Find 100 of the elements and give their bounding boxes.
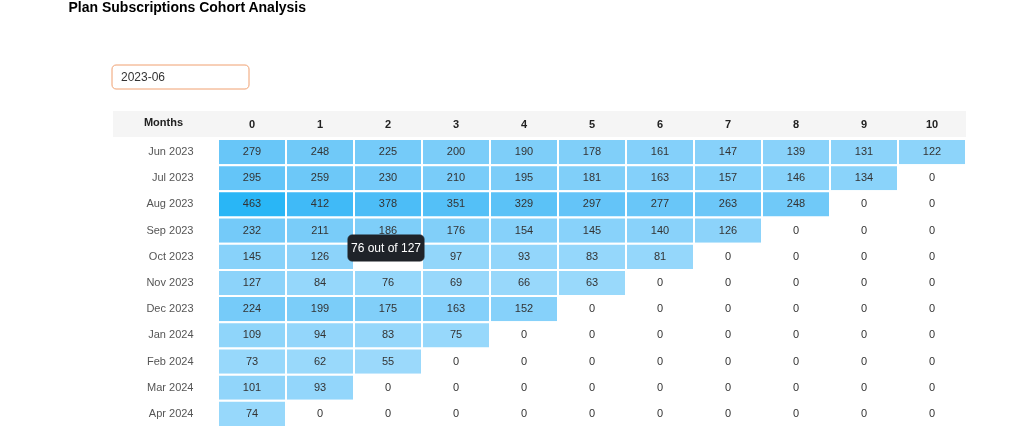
x-tick-label: 10 xyxy=(925,117,939,130)
data-label: 0 xyxy=(860,249,868,262)
data-label: 97 xyxy=(449,249,463,262)
data-label: 0 xyxy=(928,406,936,419)
data-label: 83 xyxy=(585,249,599,262)
data-label: 0 xyxy=(656,354,664,367)
x-tick-label: 1 xyxy=(316,117,324,130)
data-label: 163 xyxy=(650,171,670,184)
chart-title: Plan Subscriptions Cohort Analysis xyxy=(68,0,307,15)
data-label: 0 xyxy=(792,223,800,236)
data-label: 0 xyxy=(316,406,324,419)
data-label: 152 xyxy=(514,302,534,315)
data-label: 66 xyxy=(517,276,531,288)
data-label: 190 xyxy=(514,145,534,158)
data-label: 178 xyxy=(582,145,602,158)
data-label: 0 xyxy=(656,406,664,419)
x-axis-title: Months xyxy=(143,115,184,128)
data-label: 0 xyxy=(928,276,936,288)
data-label: 131 xyxy=(854,145,874,158)
data-label: 195 xyxy=(514,171,534,184)
data-label: 63 xyxy=(585,276,599,288)
data-label: 55 xyxy=(381,354,395,367)
data-label: 248 xyxy=(786,197,806,210)
data-label: 134 xyxy=(854,171,874,184)
data-label: 0 xyxy=(792,302,800,315)
y-tick-label: Nov 2023 xyxy=(146,276,194,288)
data-label: 140 xyxy=(650,223,670,236)
x-tick-label: 8 xyxy=(792,117,800,130)
data-label: 0 xyxy=(384,380,392,393)
text: 2023-06 xyxy=(121,70,166,84)
data-label: 351 xyxy=(446,197,466,210)
y-tick-label: Oct 2023 xyxy=(148,249,194,262)
data-label: 0 xyxy=(928,171,936,184)
data-label: 126 xyxy=(310,249,330,262)
data-label: 122 xyxy=(922,145,942,158)
data-label: 94 xyxy=(313,328,327,341)
data-label: 199 xyxy=(310,302,330,315)
data-label: 200 xyxy=(446,145,466,158)
data-label: 329 xyxy=(514,197,534,210)
data-label: 0 xyxy=(860,276,868,288)
data-label: 0 xyxy=(724,328,732,341)
data-label: 175 xyxy=(378,302,398,315)
data-label: 176 xyxy=(446,223,466,236)
data-label: 0 xyxy=(724,354,732,367)
data-label: 154 xyxy=(514,223,534,236)
data-label: 76 xyxy=(381,276,395,288)
data-label: 0 xyxy=(792,328,800,341)
data-label: 75 xyxy=(449,328,463,341)
data-label: 73 xyxy=(245,354,259,367)
data-label: 101 xyxy=(242,380,262,393)
data-label: 127 xyxy=(242,276,262,288)
data-label: 378 xyxy=(378,197,398,210)
x-tick-label: 5 xyxy=(588,117,596,130)
data-label: 0 xyxy=(792,276,800,288)
data-label: 74 xyxy=(245,406,259,419)
data-label: 109 xyxy=(242,328,262,341)
data-label: 0 xyxy=(928,380,936,393)
data-label: 0 xyxy=(860,380,868,393)
data-label: 0 xyxy=(724,302,732,315)
data-label: 463 xyxy=(242,197,262,210)
data-label: 0 xyxy=(588,380,596,393)
data-label: 279 xyxy=(242,145,262,158)
data-label: 0 xyxy=(928,197,936,210)
data-label: 224 xyxy=(242,302,262,315)
x-tick-label: 7 xyxy=(724,117,732,130)
data-label: 0 xyxy=(384,406,392,419)
x-tick-label: 2 xyxy=(384,117,392,130)
data-label: 81 xyxy=(653,249,667,262)
x-tick-label: 6 xyxy=(656,117,664,130)
data-label: 0 xyxy=(792,354,800,367)
data-label: 297 xyxy=(582,197,602,210)
data-label: 211 xyxy=(311,223,329,236)
data-label: 62 xyxy=(313,354,327,367)
data-label: 248 xyxy=(310,145,330,158)
data-label: 157 xyxy=(718,171,738,184)
data-label: 0 xyxy=(724,406,732,419)
data-label: 126 xyxy=(718,223,738,236)
data-label: 0 xyxy=(724,276,732,288)
data-label: 0 xyxy=(588,302,596,315)
y-tick-label: Mar 2024 xyxy=(147,380,194,393)
data-label: 0 xyxy=(452,354,460,367)
data-label: 145 xyxy=(582,223,602,236)
data-label: 0 xyxy=(520,406,528,419)
annotation: 76 out of 127 xyxy=(350,241,422,255)
y-tick-label: Jul 2023 xyxy=(151,171,194,184)
y-tick-label: Aug 2023 xyxy=(146,197,194,210)
data-label: 181 xyxy=(582,171,602,184)
data-label: 147 xyxy=(718,145,738,158)
data-label: 186 xyxy=(378,223,398,236)
data-label: 230 xyxy=(378,171,398,184)
data-label: 0 xyxy=(724,249,732,262)
data-label: 0 xyxy=(928,354,936,367)
data-label: 0 xyxy=(860,223,868,236)
data-label: 84 xyxy=(313,276,327,288)
x-tick-label: 0 xyxy=(248,117,256,130)
data-label: 412 xyxy=(310,197,330,210)
data-label: 232 xyxy=(242,223,262,236)
x-tick-label: 3 xyxy=(452,117,460,130)
data-label: 0 xyxy=(860,328,868,341)
data-label: 0 xyxy=(452,380,460,393)
